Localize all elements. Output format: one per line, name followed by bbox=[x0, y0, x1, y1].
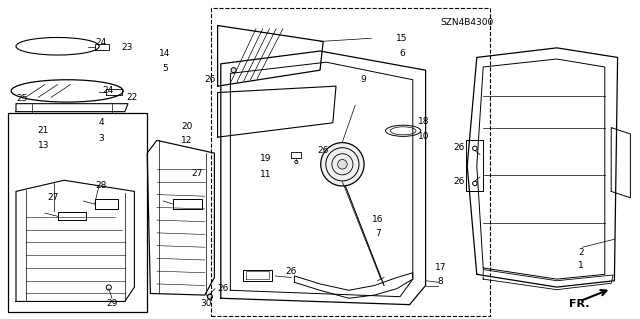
Text: 10: 10 bbox=[418, 132, 429, 141]
Text: 26: 26 bbox=[285, 267, 297, 276]
Text: 26: 26 bbox=[217, 284, 228, 293]
Text: 5: 5 bbox=[163, 64, 168, 73]
Bar bbox=[8, 113, 147, 312]
Text: 27: 27 bbox=[47, 193, 59, 202]
Text: FR.: FR. bbox=[569, 299, 589, 309]
Text: 9: 9 bbox=[361, 75, 366, 84]
Text: 29: 29 bbox=[106, 299, 118, 308]
Bar bbox=[211, 8, 490, 316]
Text: 22: 22 bbox=[127, 93, 138, 102]
Text: 26: 26 bbox=[317, 146, 329, 155]
Text: 2: 2 bbox=[579, 248, 584, 257]
Text: 20: 20 bbox=[181, 122, 193, 130]
Text: 26: 26 bbox=[454, 143, 465, 152]
Text: 16: 16 bbox=[372, 215, 383, 224]
Text: 13: 13 bbox=[38, 141, 49, 150]
Text: 15: 15 bbox=[396, 34, 408, 43]
Text: 21: 21 bbox=[38, 126, 49, 135]
Text: 4: 4 bbox=[99, 118, 104, 127]
Text: 28: 28 bbox=[95, 181, 107, 189]
Text: 14: 14 bbox=[159, 49, 171, 58]
Text: 11: 11 bbox=[260, 170, 271, 179]
Circle shape bbox=[338, 160, 347, 169]
Circle shape bbox=[207, 294, 212, 299]
Text: 24: 24 bbox=[102, 86, 113, 95]
Text: 18: 18 bbox=[418, 117, 429, 126]
Text: 8: 8 bbox=[438, 277, 443, 286]
Text: SZN4B4300: SZN4B4300 bbox=[440, 19, 494, 27]
Text: 6: 6 bbox=[399, 49, 404, 58]
Text: 7: 7 bbox=[375, 229, 380, 238]
Text: 27: 27 bbox=[191, 169, 203, 178]
Text: 25: 25 bbox=[17, 94, 28, 103]
Text: 3: 3 bbox=[99, 134, 104, 143]
Text: 19: 19 bbox=[260, 154, 271, 163]
Circle shape bbox=[231, 68, 236, 73]
Text: 23: 23 bbox=[121, 43, 132, 52]
Text: 24: 24 bbox=[95, 38, 107, 47]
Circle shape bbox=[321, 143, 364, 186]
Text: 12: 12 bbox=[181, 137, 193, 145]
Text: 30: 30 bbox=[200, 299, 212, 308]
Text: 17: 17 bbox=[435, 263, 446, 272]
Text: 1: 1 bbox=[579, 261, 584, 270]
Text: 26: 26 bbox=[454, 177, 465, 186]
Text: 26: 26 bbox=[204, 75, 216, 84]
